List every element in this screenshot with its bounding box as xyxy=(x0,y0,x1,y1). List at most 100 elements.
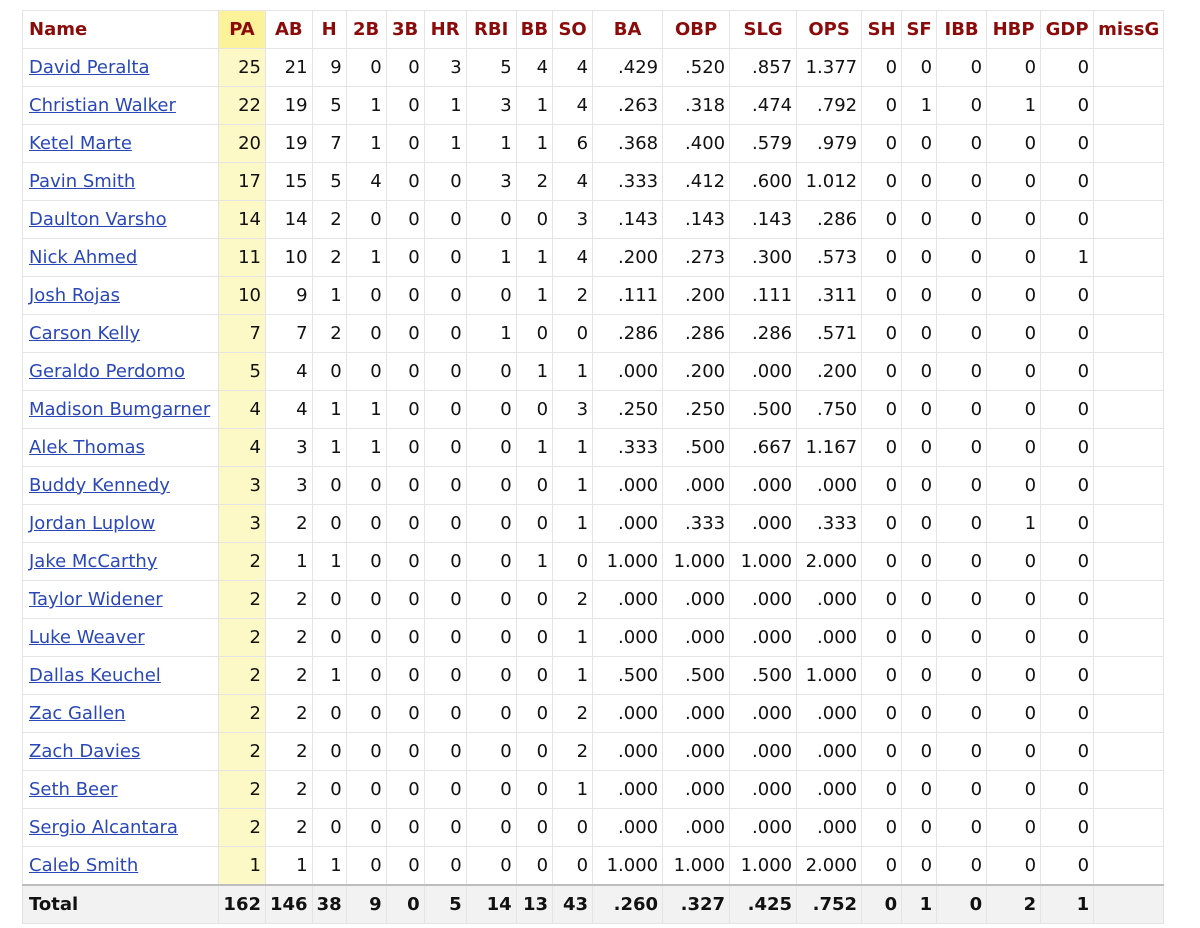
stat-cell-so: 0 xyxy=(552,542,594,581)
player-name-cell: Daulton Varsho xyxy=(22,200,219,239)
stat-cell-slg: .111 xyxy=(729,276,798,315)
stat-cell-missg xyxy=(1093,48,1165,87)
player-link[interactable]: Madison Bumgarner xyxy=(29,399,211,420)
stat-cell-hr: 0 xyxy=(423,352,467,391)
player-link[interactable]: Taylor Widener xyxy=(29,589,163,610)
stat-cell-ba: .000 xyxy=(592,504,664,543)
stat-cell-slg: 1.000 xyxy=(729,542,798,581)
column-header-name[interactable]: Name xyxy=(22,10,219,49)
player-link[interactable]: Jake McCarthy xyxy=(29,551,158,572)
stat-cell-rbi: 0 xyxy=(465,618,517,657)
table-row: Dallas Keuchel 2 2 1 0 0 0 0 0 1.500.500.500 1.000… xyxy=(22,656,1165,695)
column-header-missg[interactable]: missG xyxy=(1093,10,1165,49)
column-header-so[interactable]: SO xyxy=(552,10,594,49)
player-link[interactable]: David Peralta xyxy=(29,57,150,78)
stat-cell-ibb: 0 xyxy=(936,466,988,505)
stat-cell-so: 1 xyxy=(552,428,594,467)
stat-cell-ab: 15 xyxy=(265,162,313,201)
stat-cell-pa: 10 xyxy=(218,276,266,315)
player-link[interactable]: Daulton Varsho xyxy=(29,209,167,230)
stat-cell-ab: 9 xyxy=(265,276,313,315)
stat-cell-hr: 0 xyxy=(423,238,467,277)
column-header-hbp[interactable]: HBP xyxy=(986,10,1042,49)
stat-cell-3b: 0 xyxy=(385,390,425,429)
stat-cell-3b: 0 xyxy=(385,200,425,239)
player-link[interactable]: Alek Thomas xyxy=(29,437,145,458)
stat-cell-rbi: 3 xyxy=(465,86,517,125)
stat-cell-sf: 0 xyxy=(901,618,938,657)
stat-cell-3b: 0 xyxy=(385,808,425,847)
stat-cell-ops: .200 xyxy=(796,352,863,391)
player-name-cell: Zach Davies xyxy=(22,732,219,771)
stat-cell-ba: 1.000 xyxy=(592,846,664,886)
stat-cell-hr: 3 xyxy=(423,48,467,87)
player-link[interactable]: Josh Rojas xyxy=(29,285,120,306)
total-label: Total xyxy=(22,884,219,924)
column-header-h[interactable]: H xyxy=(311,10,347,49)
player-link[interactable]: Pavin Smith xyxy=(29,171,136,192)
column-header-ab[interactable]: AB xyxy=(265,10,313,49)
stat-cell-hbp: 0 xyxy=(986,48,1042,87)
column-header-sf[interactable]: SF xyxy=(901,10,938,49)
stat-cell-hr: 0 xyxy=(423,504,467,543)
column-header-obp[interactable]: OBP xyxy=(662,10,731,49)
player-link[interactable]: Christian Walker xyxy=(29,95,176,116)
player-link[interactable]: Ketel Marte xyxy=(29,133,132,154)
column-header-hr[interactable]: HR xyxy=(423,10,467,49)
player-link[interactable]: Buddy Kennedy xyxy=(29,475,170,496)
player-name-cell: David Peralta xyxy=(22,48,219,87)
column-header-sh[interactable]: SH xyxy=(861,10,903,49)
stat-cell-ba: .260 xyxy=(592,884,664,924)
stat-cell-ops: .333 xyxy=(796,504,863,543)
column-header-pa[interactable]: PA xyxy=(218,10,266,49)
stat-cell-3b: 0 xyxy=(385,162,425,201)
column-header-bb[interactable]: BB xyxy=(515,10,554,49)
stat-cell-ba: .333 xyxy=(592,428,664,467)
player-link[interactable]: Seth Beer xyxy=(29,779,118,800)
stat-cell-bb: 0 xyxy=(515,504,554,543)
stat-cell-pa: 20 xyxy=(218,124,266,163)
stat-cell-missg xyxy=(1093,580,1165,619)
table-row: Madison Bumgarner 4 4 1 1 0 0 0 0 3.250.250.500.7… xyxy=(22,390,1165,429)
column-header-ba[interactable]: BA xyxy=(592,10,664,49)
player-name-cell: Josh Rojas xyxy=(22,276,219,315)
player-link[interactable]: Carson Kelly xyxy=(29,323,141,344)
player-link[interactable]: Luke Weaver xyxy=(29,627,145,648)
stat-cell-slg: .000 xyxy=(729,352,798,391)
stat-cell-ops: .000 xyxy=(796,580,863,619)
stat-cell-sh: 0 xyxy=(861,732,903,771)
stat-cell-gdp: 0 xyxy=(1040,694,1095,733)
stat-cell-hr: 0 xyxy=(423,314,467,353)
stat-cell-slg: .000 xyxy=(729,466,798,505)
player-link[interactable]: Sergio Alcantara xyxy=(29,817,178,838)
column-header-3b[interactable]: 3B xyxy=(385,10,425,49)
stat-cell-ibb: 0 xyxy=(936,314,988,353)
stat-cell-ibb: 0 xyxy=(936,808,988,847)
stat-cell-missg xyxy=(1093,352,1165,391)
player-link[interactable]: Nick Ahmed xyxy=(29,247,138,268)
column-header-rbi[interactable]: RBI xyxy=(465,10,517,49)
player-link[interactable]: Jordan Luplow xyxy=(29,513,156,534)
player-link[interactable]: Zach Davies xyxy=(29,741,141,762)
stat-cell-2b: 0 xyxy=(345,48,387,87)
stat-cell-missg xyxy=(1093,390,1165,429)
stat-cell-ops: 2.000 xyxy=(796,846,863,886)
stat-cell-rbi: 0 xyxy=(465,732,517,771)
stat-cell-hbp: 0 xyxy=(986,238,1042,277)
column-header-slg[interactable]: SLG xyxy=(729,10,798,49)
column-header-2b[interactable]: 2B xyxy=(345,10,387,49)
player-link[interactable]: Zac Gallen xyxy=(29,703,126,724)
stat-cell-missg xyxy=(1093,124,1165,163)
player-link[interactable]: Caleb Smith xyxy=(29,855,139,876)
stat-cell-3b: 0 xyxy=(385,542,425,581)
player-link[interactable]: Dallas Keuchel xyxy=(29,665,161,686)
stat-cell-ops: 1.377 xyxy=(796,48,863,87)
column-header-ops[interactable]: OPS xyxy=(796,10,863,49)
stat-cell-ba: .111 xyxy=(592,276,664,315)
column-header-ibb[interactable]: IBB xyxy=(936,10,988,49)
player-link[interactable]: Geraldo Perdomo xyxy=(29,361,185,382)
column-header-gdp[interactable]: GDP xyxy=(1040,10,1095,49)
stat-cell-h: 38 xyxy=(311,884,347,924)
stat-cell-missg xyxy=(1093,656,1165,695)
stat-cell-gdp: 0 xyxy=(1040,542,1095,581)
